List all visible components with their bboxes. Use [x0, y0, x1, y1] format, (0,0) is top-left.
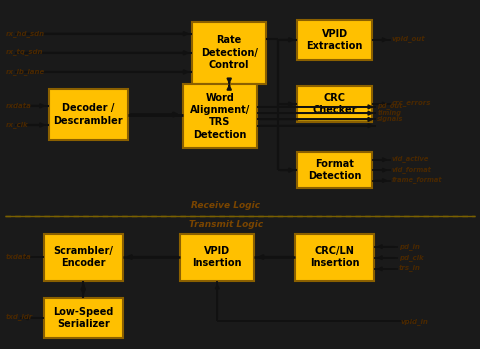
Text: rx_clk: rx_clk [5, 121, 28, 128]
FancyBboxPatch shape [295, 233, 374, 281]
FancyBboxPatch shape [48, 89, 128, 140]
Text: vpid_out: vpid_out [392, 36, 425, 43]
Text: frame_format: frame_format [392, 177, 442, 184]
Text: vpid_in: vpid_in [400, 318, 428, 325]
Text: txd_ldr: txd_ldr [5, 314, 33, 321]
Text: rxdata: rxdata [5, 103, 31, 109]
Text: pd_in: pd_in [399, 243, 420, 250]
Text: rx_hd_sdn: rx_hd_sdn [5, 30, 45, 37]
Text: trs_in: trs_in [399, 265, 421, 273]
Text: vid_active: vid_active [392, 156, 429, 163]
FancyBboxPatch shape [298, 152, 372, 188]
Text: Decoder /
Descrambler: Decoder / Descrambler [53, 103, 123, 126]
Text: Transmit Logic: Transmit Logic [189, 220, 263, 229]
Text: CRC
Checker: CRC Checker [312, 93, 357, 115]
FancyBboxPatch shape [180, 233, 254, 281]
Text: Format
Detection: Format Detection [308, 159, 361, 181]
FancyBboxPatch shape [192, 22, 266, 84]
Text: rx_lb_lane: rx_lb_lane [5, 68, 45, 75]
Text: CRC/LN
Insertion: CRC/LN Insertion [310, 246, 359, 268]
Text: signals: signals [377, 117, 404, 122]
FancyBboxPatch shape [182, 84, 257, 148]
Text: Word
Alignment/
TRS
Detection: Word Alignment/ TRS Detection [190, 93, 250, 140]
Text: VPID
Extraction: VPID Extraction [306, 29, 363, 51]
Text: rx_tq_sdn: rx_tq_sdn [5, 49, 43, 56]
Text: Scrambler/
Encoder: Scrambler/ Encoder [53, 246, 113, 268]
FancyBboxPatch shape [298, 20, 372, 60]
FancyBboxPatch shape [298, 86, 372, 122]
Text: timing: timing [377, 110, 401, 116]
FancyBboxPatch shape [44, 233, 123, 281]
Text: pd_clk: pd_clk [399, 254, 423, 261]
Text: pd_out: pd_out [377, 103, 403, 110]
Text: txdata: txdata [5, 254, 31, 260]
Text: Low-Speed
Serializer: Low-Speed Serializer [53, 307, 113, 329]
Text: vid_format: vid_format [392, 166, 432, 174]
Text: crc_errors: crc_errors [392, 101, 431, 107]
Text: VPID
Insertion: VPID Insertion [192, 246, 242, 268]
Text: Rate
Detection/
Control: Rate Detection/ Control [201, 36, 258, 70]
FancyBboxPatch shape [44, 298, 123, 338]
Text: Receive Logic: Receive Logic [191, 201, 260, 210]
